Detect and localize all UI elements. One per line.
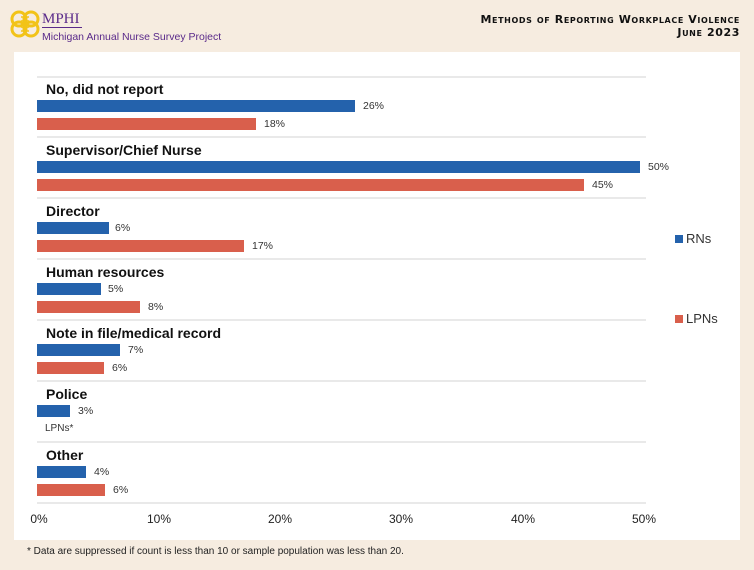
value-rn: 4% xyxy=(94,466,110,478)
category-label: Human resources xyxy=(46,264,165,280)
legend-swatch-lpn xyxy=(675,314,683,323)
legend-swatch-rn xyxy=(675,234,683,243)
bar-lpn xyxy=(37,240,244,252)
category-label: Other xyxy=(46,447,84,463)
footnote: * Data are suppressed if count is less t… xyxy=(27,546,404,557)
value-rn: 7% xyxy=(128,344,144,356)
mphi-knot-logo-icon xyxy=(10,10,40,38)
title-line-1: Methods of Reporting Workplace Violence xyxy=(480,13,740,26)
value-rn: 50% xyxy=(648,161,670,173)
bar-rn xyxy=(37,283,101,295)
value-lpn: 18% xyxy=(264,118,286,130)
gridline xyxy=(37,441,646,443)
project-subtitle: Michigan Annual Nurse Survey Project xyxy=(42,31,222,43)
bar-rn xyxy=(37,466,86,478)
x-tick: 30% xyxy=(388,512,414,526)
value-rn: 5% xyxy=(108,283,124,295)
bar-lpn xyxy=(37,484,105,496)
x-tick: 10% xyxy=(146,512,172,526)
bar-lpn xyxy=(37,118,256,130)
legend-item-lpns: LPNs xyxy=(675,311,718,326)
x-tick: 50% xyxy=(631,512,657,526)
brand-name: MPHI xyxy=(42,11,82,28)
x-tick: 0% xyxy=(30,512,48,526)
bar-rn xyxy=(37,161,640,173)
value-rn: 26% xyxy=(363,100,385,112)
x-tick: 40% xyxy=(510,512,536,526)
chart-title: Methods of Reporting Workplace Violence … xyxy=(480,13,740,39)
category-label: Police xyxy=(46,386,88,402)
gridline xyxy=(37,380,646,382)
category-label: Supervisor/Chief Nurse xyxy=(46,142,202,158)
legend-item-rns: RNs xyxy=(675,231,711,246)
gridline xyxy=(37,136,646,138)
category-label: Note in file/medical record xyxy=(46,325,222,341)
suppressed-lpn-label: LPNs* xyxy=(45,423,74,434)
legend-label-lpn: LPNs xyxy=(686,311,718,326)
bar-rn xyxy=(37,100,355,112)
bar-lpn xyxy=(37,179,584,191)
legend-label-rn: RNs xyxy=(686,231,712,246)
value-rn: 3% xyxy=(78,405,94,417)
x-tick: 20% xyxy=(267,512,293,526)
chart-panel: No, did not report 26% 18% Supervisor/Ch… xyxy=(14,52,740,540)
bar-lpn xyxy=(37,362,104,374)
gridline xyxy=(37,76,646,78)
gridline xyxy=(37,319,646,321)
bar-rn xyxy=(37,405,70,417)
value-lpn: 45% xyxy=(592,179,614,191)
bar-rn xyxy=(37,344,120,356)
value-lpn: 17% xyxy=(252,240,274,252)
category-label: No, did not report xyxy=(46,81,164,97)
bar-lpn xyxy=(37,301,140,313)
bar-rn xyxy=(37,222,109,234)
value-lpn: 6% xyxy=(112,362,128,374)
gridline xyxy=(37,197,646,199)
title-line-2: June 2023 xyxy=(677,26,740,39)
value-lpn: 6% xyxy=(113,484,129,496)
value-lpn: 8% xyxy=(148,301,164,313)
gridline xyxy=(37,258,646,260)
category-label: Director xyxy=(46,203,100,219)
value-rn: 6% xyxy=(115,222,131,234)
gridline xyxy=(37,502,646,504)
